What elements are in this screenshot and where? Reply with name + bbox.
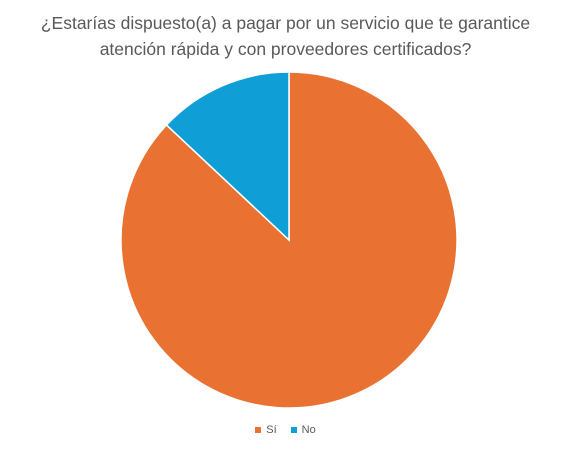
legend-label-no: No — [301, 424, 316, 436]
legend-swatch-no — [290, 427, 297, 433]
legend-swatch-si — [255, 427, 262, 433]
legend-label-si: Sí — [266, 424, 277, 436]
chart-legend: Sí No — [0, 424, 571, 436]
legend-item-no: No — [290, 424, 316, 436]
pie-slice-si — [120, 71, 458, 409]
chart-title: ¿Estarías dispuesto(a) a pagar por un se… — [0, 10, 571, 62]
chart-title-line-2: atención rápida y con proveedores certif… — [99, 39, 472, 59]
pie-slices — [120, 71, 458, 409]
legend-item-si: Sí — [255, 424, 277, 436]
chart-title-line-1: ¿Estarías dispuesto(a) a pagar por un se… — [40, 13, 531, 33]
pie-slice-no — [165, 71, 290, 242]
